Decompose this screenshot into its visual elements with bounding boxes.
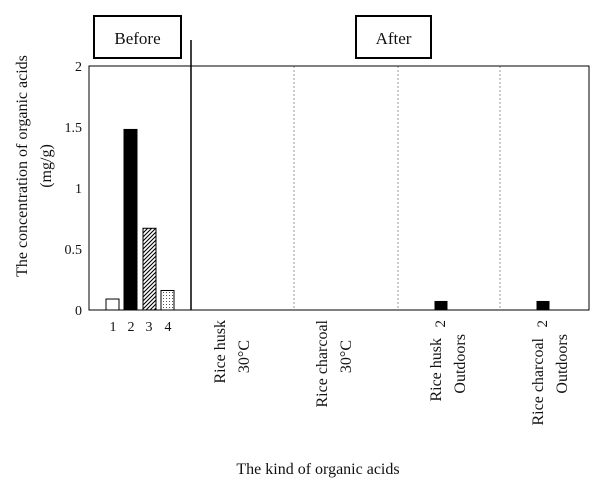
y-tick-label: 2 [75,60,82,75]
after-group-label-line2: 30°C [338,340,355,373]
after-header-box [355,15,432,59]
after-group-bar-category: 2 [433,320,449,328]
before-header-label: Before [114,29,160,48]
before-category-label: 4 [165,320,172,335]
after-bars [434,300,550,311]
after-group-label: 2 Rice husk Outdoors [428,320,469,402]
before-category-label: 3 [146,320,153,335]
y-axis-title: The concentration of organic acids (mg/g… [14,55,55,277]
before-category-labels: 1 2 3 4 [110,320,172,335]
after-group-label-line2: Outdoors [452,334,469,394]
before-bar [160,289,175,311]
plot-frame [88,65,590,311]
y-tick-label: 1 [75,182,82,197]
after-group-label-line1: Rice charcoal [314,319,331,407]
after-group-label: Rice husk 30°C [212,320,253,384]
x-axis-title: The kind of organic acids [236,461,399,478]
before-bar [123,128,138,311]
after-bar [434,300,448,311]
before-section-header: Before [93,15,182,59]
after-header-label: After [376,29,412,48]
group-separators [293,66,501,310]
after-group-label-line2: 30°C [236,340,253,373]
before-bar [142,227,157,311]
y-axis-title-line1: The concentration of organic acids [14,55,31,277]
after-group-label: 2 Rice charcoal Outdoors [530,320,571,426]
before-bar [105,298,120,311]
after-group-label-line1: Rice husk [212,320,229,384]
after-group-label: Rice charcoal 30°C [314,319,355,407]
y-ticks: 0 0.5 1 1.5 2 [65,60,83,319]
y-axis-title-line2: (mg/g) [38,144,55,188]
after-group-label-line2: Outdoors [554,334,571,394]
before-category-label: 1 [110,320,117,335]
y-tick-label: 0 [75,304,82,319]
before-category-label: 2 [128,320,135,335]
y-tick-label: 1.5 [65,121,83,136]
after-section-header: After [355,15,432,59]
before-bars [105,128,175,311]
after-bar [536,300,550,311]
after-group-label-line1: Rice husk [428,338,445,402]
y-tick-label: 0.5 [65,243,83,258]
before-header-box [93,15,182,59]
after-group-bar-category: 2 [535,320,551,328]
after-group-label-line1: Rice charcoal [530,337,547,425]
